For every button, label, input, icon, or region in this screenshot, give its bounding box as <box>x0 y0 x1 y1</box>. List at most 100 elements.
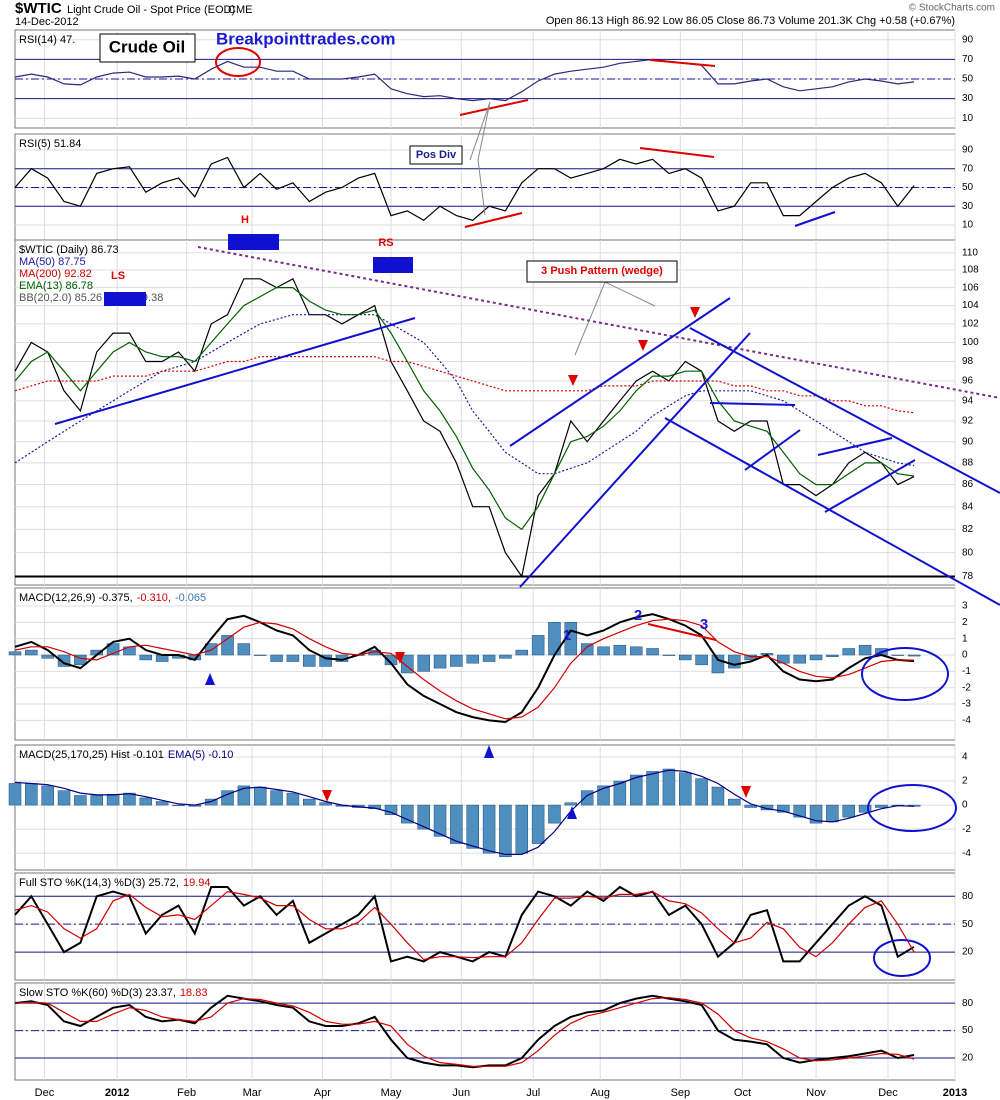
legend: Full STO %K(14,3) %D(3) 25.72, 19.94 <box>19 877 211 889</box>
histogram-bar <box>597 646 610 656</box>
series-line <box>14 156 915 222</box>
annotation: Crude Oil <box>109 37 186 56</box>
histogram-bar <box>319 654 332 667</box>
histogram-bar <box>662 654 676 656</box>
y-tick-label: 92 <box>962 416 974 427</box>
panel: 10 30 50 70 90 RSI(5) 51.84 <box>14 133 974 241</box>
histogram-bar <box>57 654 71 667</box>
histogram-bar <box>139 654 153 661</box>
trendline <box>817 437 893 456</box>
x-tick-label: Feb <box>177 1087 196 1099</box>
histogram-bar <box>548 804 561 824</box>
arrow <box>741 786 751 798</box>
histogram-bar <box>417 654 430 672</box>
histogram-bar <box>728 654 741 669</box>
trendline <box>519 332 751 588</box>
histogram-bar <box>25 783 38 806</box>
x-tick-label: Jun <box>452 1087 470 1099</box>
legend: Slow STO %K(60) %D(3) 23.37, 18.83 <box>19 987 207 999</box>
legend-entry: EMA(5) -0.10 <box>168 749 233 761</box>
histogram-bar <box>744 804 757 808</box>
panel-frame <box>14 872 956 981</box>
histogram-bar <box>155 801 169 806</box>
divergence-line <box>647 623 717 641</box>
y-tick-label: 108 <box>962 265 979 276</box>
y-tick-label: 110 <box>962 247 978 258</box>
divergence-line <box>794 211 836 227</box>
legend-entry: -0.065 <box>175 592 206 604</box>
y-tick-label: 4 <box>962 752 968 763</box>
divergence-line <box>459 99 529 116</box>
trendline <box>689 327 1000 494</box>
histogram-bar <box>303 654 316 667</box>
histogram-bar <box>629 774 643 806</box>
marker-box <box>104 292 146 306</box>
histogram-bar <box>679 654 692 661</box>
histogram-bar <box>74 795 87 806</box>
histogram-bar <box>613 644 627 656</box>
legend-entry: Full STO %K(14,3) %D(3) 25.72, <box>19 877 179 889</box>
histogram-bar <box>842 804 855 818</box>
y-tick-label: 20 <box>962 1053 974 1064</box>
x-tick-label: Dec <box>35 1087 55 1099</box>
annotation: 1 <box>563 627 571 644</box>
histogram-bar <box>123 792 136 806</box>
histogram-bar <box>319 802 332 806</box>
legend-entry: Slow STO %K(60) %D(3) 23.37, <box>19 987 176 999</box>
y-tick-label: 96 <box>962 376 974 387</box>
y-tick-label: 98 <box>962 356 974 367</box>
y-tick-label: 90 <box>962 145 974 156</box>
histogram-bar <box>646 771 659 806</box>
y-tick-label: 0 <box>962 650 968 661</box>
histogram-bar <box>777 804 790 813</box>
y-tick-label: 70 <box>962 54 974 65</box>
panel-frame <box>14 587 956 741</box>
histogram-bar <box>662 768 676 806</box>
histogram-bar <box>711 786 725 806</box>
histogram-bar <box>679 772 692 806</box>
legend: MACD(25,170,25) Hist -0.101 EMA(5) -0.10 <box>19 749 233 761</box>
y-tick-label: 100 <box>962 337 979 348</box>
x-tick-label: Jul <box>526 1087 540 1099</box>
legend-entry: 18.83 <box>180 987 208 999</box>
credit: © StockCharts.com <box>909 3 995 14</box>
histogram-bar <box>580 790 594 806</box>
y-tick-label: -2 <box>962 682 971 693</box>
annotation: Breakpointtrades.com <box>216 29 396 48</box>
y-tick-label: 1 <box>962 633 968 644</box>
legend-entry: -0.310, <box>137 592 171 604</box>
y-tick-label: 70 <box>962 163 974 174</box>
y-tick-label: 3 <box>962 601 968 612</box>
y-tick-label: 50 <box>962 1025 974 1036</box>
x-tick-label: 2013 <box>943 1087 967 1099</box>
histogram-bar <box>8 651 22 656</box>
symbol: $WTIC <box>15 0 62 17</box>
histogram-bar <box>270 654 283 662</box>
divergence-line <box>649 59 716 67</box>
series-line <box>14 618 915 720</box>
histogram-bar <box>25 649 38 656</box>
panel: 78 80 82 84 86 88 90 92 94 96 98 100 102 104 106 108 110… <box>14 239 979 586</box>
y-tick-label: 90 <box>962 436 974 447</box>
x-tick-label: Nov <box>806 1087 826 1099</box>
arrow <box>568 375 578 386</box>
histogram-bar <box>826 804 839 823</box>
series-line <box>14 277 915 579</box>
y-tick-label: 2 <box>962 617 968 628</box>
label-box <box>409 145 463 165</box>
annotation: H <box>241 214 249 226</box>
series-line <box>14 996 915 1067</box>
y-tick-label: 10 <box>962 220 974 231</box>
y-tick-label: -3 <box>962 699 971 710</box>
x-tick-label: Oct <box>734 1087 751 1099</box>
histogram-bar <box>433 804 447 837</box>
annotation: 3 Push Pattern (wedge) <box>541 265 663 277</box>
histogram-bar <box>907 654 921 657</box>
histogram-bar <box>221 790 234 806</box>
y-tick-label: 104 <box>962 300 979 311</box>
histogram-bar <box>695 654 708 666</box>
histogram-bar <box>450 654 463 667</box>
series-line <box>14 769 915 855</box>
